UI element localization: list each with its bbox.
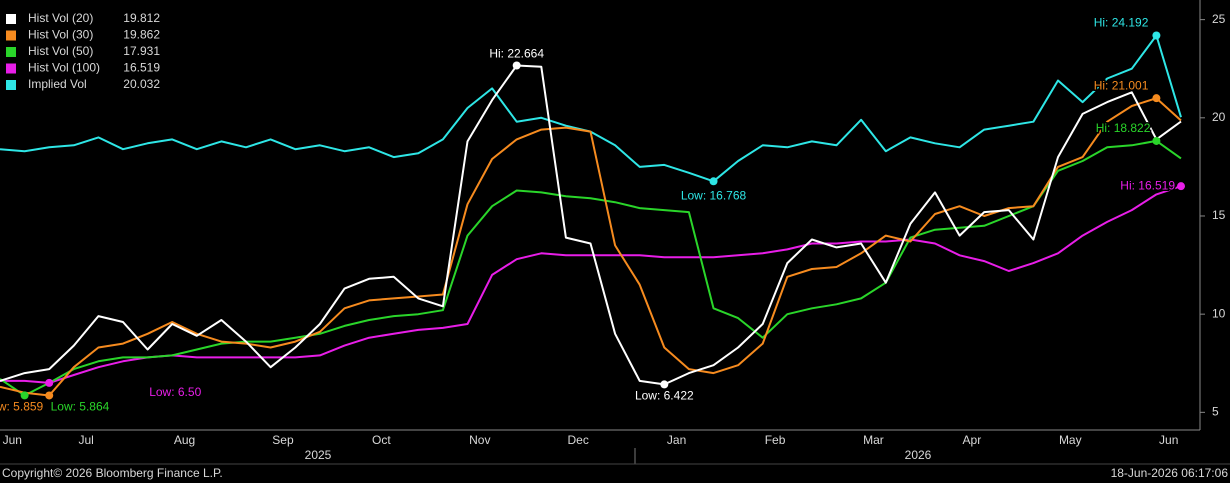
timestamp: 18-Jun-2026 06:17:06	[1111, 466, 1229, 480]
annotation-dot	[1152, 31, 1161, 40]
annotation-label: Low: 5.864	[51, 400, 110, 414]
annotation-dot	[709, 177, 718, 186]
annotation-label: Hi: 21.001	[1094, 78, 1149, 92]
legend-label: Implied Vol	[28, 77, 87, 91]
legend-value: 19.862	[123, 28, 160, 42]
x-tick-label: May	[1059, 433, 1082, 447]
x-tick-label: Aug	[174, 433, 195, 447]
x-tick-label: Jan	[667, 433, 686, 447]
y-tick-label: 10	[1212, 306, 1226, 320]
x-tick-label: Feb	[765, 433, 786, 447]
legend-swatch	[6, 47, 16, 57]
series-line	[0, 139, 1182, 397]
legend-value: 19.812	[123, 11, 160, 25]
annotation-dot	[20, 391, 29, 400]
annotation-dot	[45, 391, 54, 400]
legend-swatch	[6, 30, 16, 41]
legend-box	[2, 8, 164, 94]
legend-label: Hist Vol (100)	[28, 61, 100, 75]
year-label: 2025	[305, 448, 332, 462]
annotation-label: Low: 5.859	[0, 400, 44, 414]
annotation-dot	[1152, 94, 1161, 103]
legend-swatch	[6, 63, 16, 74]
y-tick-label: 15	[1212, 208, 1226, 222]
x-tick-label: Apr	[963, 433, 982, 447]
annotation-label: Hi: 16.519	[1120, 178, 1175, 192]
y-tick-label: 5	[1212, 405, 1219, 419]
x-tick-label: Jul	[78, 433, 93, 447]
annotation-dot	[512, 61, 521, 70]
annotation-label: Low: 16.768	[681, 188, 747, 202]
y-tick-label: 20	[1212, 110, 1226, 124]
copyright: Copyright© 2026 Bloomberg Finance L.P.	[2, 466, 223, 480]
x-tick-label: Mar	[863, 433, 884, 447]
legend-label: Hist Vol (20)	[28, 11, 93, 25]
x-tick-label: Sep	[272, 433, 294, 447]
x-tick-label: Nov	[469, 433, 490, 447]
series-line	[0, 64, 1182, 386]
x-tick-label: Oct	[372, 433, 391, 447]
x-tick-label: Jun	[3, 433, 22, 447]
annotation-dot	[1177, 182, 1185, 191]
y-tick-label: 25	[1212, 12, 1226, 26]
legend-value: 16.519	[123, 61, 160, 75]
annotation-dot	[45, 378, 54, 387]
annotation-dot	[1152, 136, 1161, 145]
legend-swatch	[6, 14, 16, 24]
legend-label: Hist Vol (30)	[28, 28, 93, 42]
annotation-label: Low: 6.422	[635, 389, 694, 403]
annotation-label: Hi: 24.192	[1094, 16, 1149, 30]
annotation-label: Hi: 22.664	[489, 47, 544, 61]
year-label: 2026	[905, 448, 932, 462]
annotation-label: Low: 6.50	[149, 385, 201, 399]
x-tick-label: Jun	[1159, 433, 1178, 447]
x-tick-label: Dec	[568, 433, 589, 447]
series-line	[0, 185, 1182, 384]
annotation-label: Hi: 18.822	[1096, 121, 1151, 135]
series-line	[0, 97, 1182, 397]
legend-swatch	[6, 80, 16, 90]
legend-label: Hist Vol (50)	[28, 44, 93, 58]
legend-value: 17.931	[123, 44, 160, 58]
legend-value: 20.032	[123, 77, 160, 91]
annotation-dot	[660, 380, 669, 389]
